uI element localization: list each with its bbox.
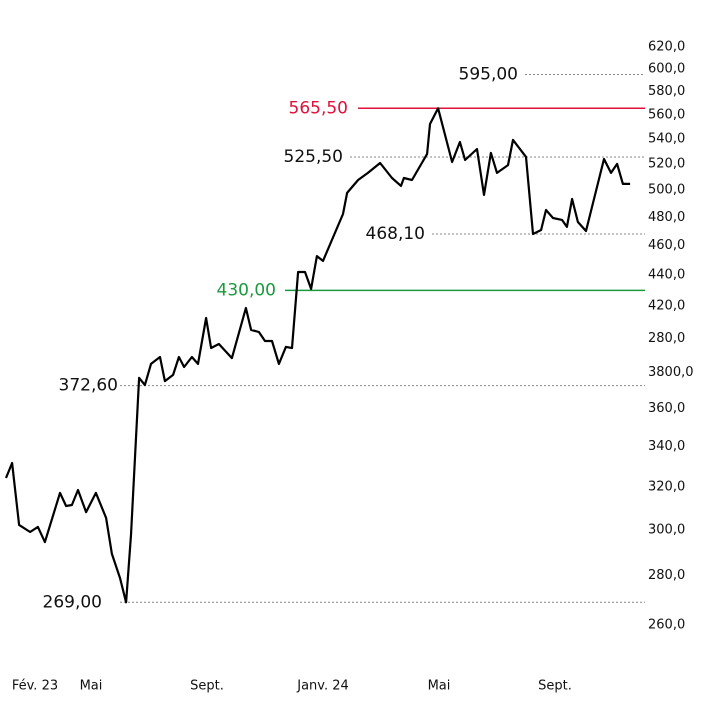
x-tick-label: Mai <box>80 679 103 694</box>
y-tick-label: 460,0 <box>648 238 685 253</box>
x-tick-label: Fév. 23 <box>12 679 58 694</box>
y-tick-label: 620,0 <box>648 40 685 55</box>
y-tick-label: 540,0 <box>648 131 685 146</box>
annotation-label: 430,00 <box>217 280 276 300</box>
annotation-label: 269,00 <box>43 592 102 612</box>
y-tick-label: 600,0 <box>648 61 685 76</box>
x-tick-label: Mai <box>428 679 451 694</box>
x-tick-label: Janv. 24 <box>296 679 349 694</box>
y-tick-label: 480,0 <box>648 210 685 225</box>
y-tick-label: 520,0 <box>648 157 685 172</box>
y-tick-label: 500,0 <box>648 183 685 198</box>
y-tick-label: 280,0 <box>648 331 685 346</box>
y-tick-label: 300,0 <box>648 522 685 537</box>
x-tick-label: Sept. <box>190 679 224 694</box>
y-tick-label: 580,0 <box>648 84 685 99</box>
annotation-label: 372,60 <box>59 376 118 396</box>
y-tick-label: 3800,0 <box>648 365 694 380</box>
price-line <box>4 107 631 604</box>
x-tick-label: Sept. <box>538 679 572 694</box>
y-tick-label: 260,0 <box>648 617 685 632</box>
annotation-label: 525,50 <box>284 147 343 167</box>
y-tick-label: 280,0 <box>648 568 685 583</box>
annotation-label: 565,50 <box>289 98 348 118</box>
y-tick-label: 560,0 <box>648 107 685 122</box>
y-tick-label: 360,0 <box>648 401 685 416</box>
y-tick-label: 320,0 <box>648 479 685 494</box>
y-tick-label: 340,0 <box>648 439 685 454</box>
annotation-label: 595,00 <box>459 64 518 84</box>
y-tick-label: 440,0 <box>648 268 685 283</box>
y-tick-label: 420,0 <box>648 299 685 314</box>
annotation-label: 468,10 <box>366 224 425 244</box>
